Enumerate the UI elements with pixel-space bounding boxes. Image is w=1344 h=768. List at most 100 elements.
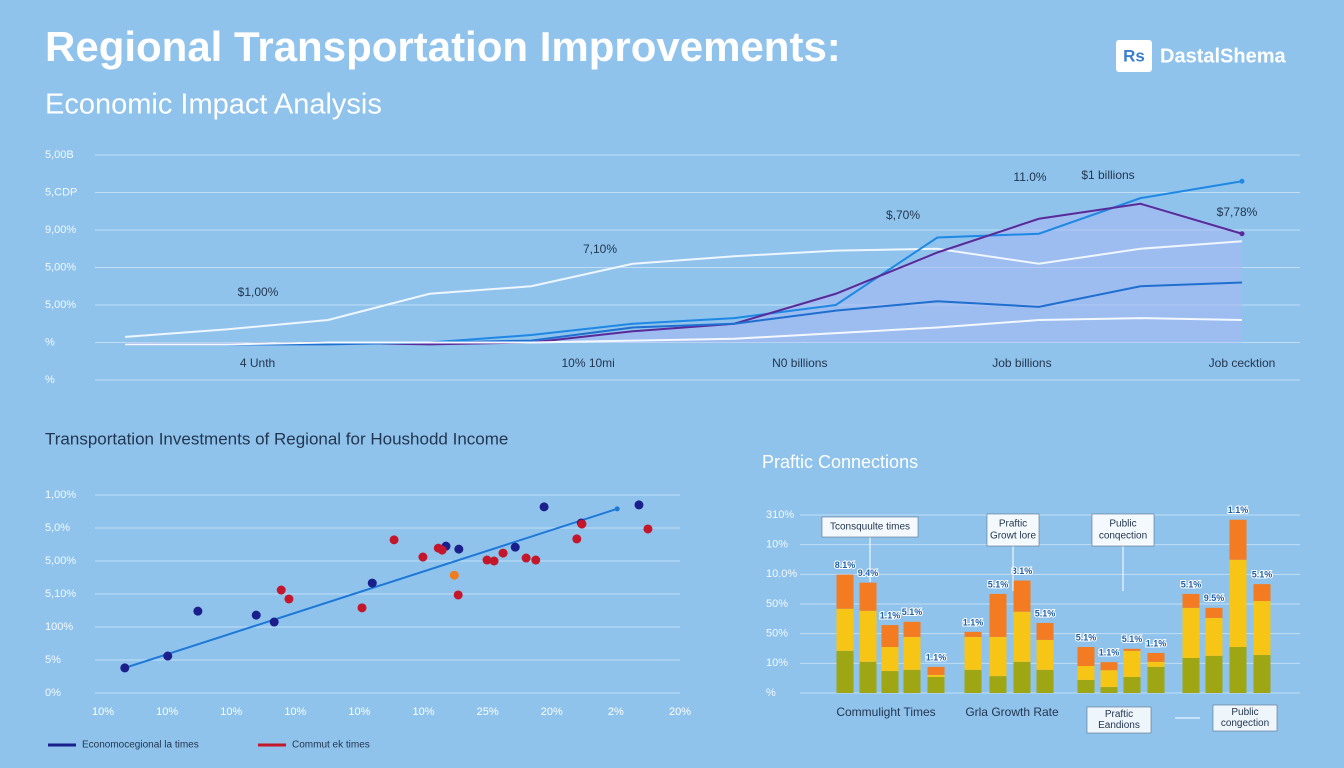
y-tick-label: 9,00% (45, 224, 76, 236)
scatter-point (453, 590, 463, 600)
x-tick-label: 4 Unth (240, 356, 275, 370)
y-tick-label: 50% (766, 628, 788, 640)
y-tick-label: 10.0% (766, 568, 797, 580)
x-tick-label: 10% (156, 706, 178, 718)
bar-segment (1253, 601, 1271, 656)
bar-segment (1182, 657, 1200, 693)
y-tick-label: 5,00% (45, 555, 76, 567)
x-tick-label: Job billions (992, 356, 1051, 370)
page-title: Regional Transportation Improvements: (45, 23, 841, 70)
bar-label: 1.1% (1146, 638, 1167, 648)
scatter-point (577, 519, 587, 529)
scatter-point (531, 555, 541, 565)
x-tick-label: 10% (284, 706, 306, 718)
bar-segment (964, 636, 982, 670)
bar-segment (1182, 593, 1200, 608)
bar-label: 5.1% (1181, 579, 1202, 589)
x-tick-label: 25% (477, 706, 499, 718)
bar-label: 9.4% (858, 568, 879, 578)
scatter-point (284, 594, 294, 604)
page-subtitle: Economic Impact Analysis (45, 89, 382, 121)
bar-segment (1036, 669, 1054, 693)
bar-segment (903, 636, 921, 670)
scatter-point (418, 552, 428, 562)
bar-label: 9.5% (1204, 593, 1225, 603)
y-tick-label: % (766, 687, 776, 699)
logo-box (1116, 40, 1152, 72)
bar-segment (989, 676, 1007, 693)
y-tick-label: 1,00% (45, 489, 76, 501)
logo-text: DastalShema (1160, 45, 1286, 67)
bar-label: 5.1% (1122, 634, 1143, 644)
x-tick-label: 10% (413, 706, 435, 718)
y-tick-label: 5,00% (45, 299, 76, 311)
line-end-dot (1239, 231, 1245, 237)
callout-box (821, 516, 919, 538)
group-label: congection (1221, 718, 1269, 729)
scatter-point (269, 617, 279, 627)
scatter-point (357, 603, 367, 613)
group-label: Eandions (1098, 720, 1140, 731)
y-tick-label: 0% (45, 687, 61, 699)
logo-mark: Rs (1123, 46, 1145, 65)
bar-segment (927, 674, 945, 677)
group-label: Commulight Times (836, 705, 935, 719)
bar-segment (1100, 687, 1118, 693)
x-tick-label: 10% (92, 706, 114, 718)
y-tick-label: 5,CDP (45, 186, 77, 198)
scatter-point (251, 610, 261, 620)
x-tick-label: Job cecktion (1209, 356, 1276, 370)
scatter-point (510, 542, 520, 552)
bar-label: 8.1% (835, 560, 856, 570)
bar-label: 5.1% (902, 607, 923, 617)
series-line (124, 240, 1243, 338)
callout-text: Tconsquulte times (830, 522, 910, 533)
scatter-point (437, 545, 447, 555)
callout-text: Growt lore (990, 531, 1037, 542)
scatter-point (498, 548, 508, 558)
bar-segment (1253, 655, 1271, 693)
bar-segment (1100, 670, 1118, 688)
bar-segment (1013, 580, 1031, 612)
bar-segment (1205, 617, 1223, 656)
bar-label: 1.1% (1228, 505, 1249, 515)
bar-segment (1013, 661, 1031, 693)
bar-segment (1013, 611, 1031, 662)
y-tick-label: 10% (766, 539, 788, 551)
bar-label: 3.1% (1012, 566, 1033, 576)
trend-end (614, 506, 620, 512)
y-tick-label: % (45, 374, 55, 386)
scatter-point (449, 570, 459, 580)
bar-segment (1123, 676, 1141, 693)
scatter-point (389, 535, 399, 545)
bar-segment (903, 621, 921, 637)
bar-segment (1147, 652, 1165, 662)
bar-segment (964, 631, 982, 637)
bar-segment (836, 574, 854, 609)
trend-line (124, 507, 618, 669)
bar-segment (1077, 666, 1095, 680)
bar-segment (1100, 662, 1118, 671)
bar-segment (1036, 622, 1054, 640)
callout-box (986, 513, 1040, 547)
series-line (125, 317, 1243, 346)
callout-text: Praftic (999, 519, 1027, 530)
bar-segment (1182, 607, 1200, 658)
annotation: $,70% (886, 208, 920, 222)
bar-segment (1077, 647, 1095, 667)
y-tick-label: 100% (45, 621, 73, 633)
x-tick-label: 20% (541, 706, 563, 718)
bar-label: 1.1% (1099, 648, 1120, 658)
bar-segment (1036, 639, 1054, 670)
scatter-point (482, 555, 492, 565)
scatter-point (489, 556, 499, 566)
scatter-point (454, 544, 464, 554)
bar-segment (1229, 559, 1247, 648)
y-tick-label: 5,00% (45, 261, 76, 273)
y-tick-label: 5,10% (45, 588, 76, 600)
label-box (1086, 706, 1152, 734)
bar-segment (881, 671, 899, 693)
bar-segment (1205, 655, 1223, 693)
scatter-point (163, 651, 173, 661)
